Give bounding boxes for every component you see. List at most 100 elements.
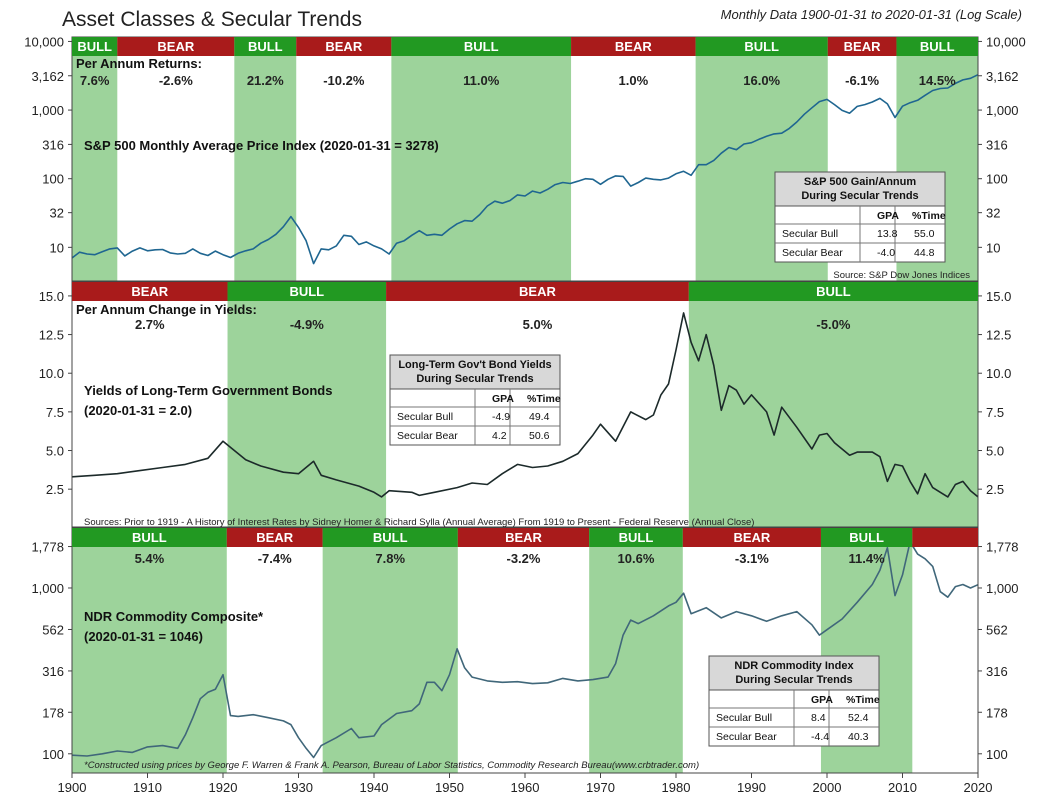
- stats-table-title: During Secular Trends: [416, 373, 533, 385]
- period-return-value: 14.5%: [919, 73, 956, 88]
- x-tick-label: 1920: [209, 780, 238, 795]
- series-label: (2020-01-31 = 1046): [84, 629, 203, 644]
- period-return-value: -6.1%: [845, 73, 879, 88]
- y-tick-label-left: 10: [50, 240, 64, 255]
- stats-table-header: GPA: [811, 694, 833, 706]
- y-tick-label-left: 178: [42, 705, 64, 720]
- stats-table-cell: Secular Bull: [397, 411, 453, 423]
- y-tick-label-left: 12.5: [39, 328, 64, 343]
- source-note: Source: S&P Dow Jones Indices: [833, 270, 970, 281]
- stats-table-title: S&P 500 Gain/Annum: [804, 176, 916, 188]
- y-tick-label-right: 10,000: [986, 34, 1026, 49]
- period-labels-layer: BULL BEAR BULL BEAR BULL BEAR BULL BEAR BULL BEAR…: [72, 37, 978, 547]
- period-label-bar: [682, 528, 821, 547]
- y-tick-label-right: 5.0: [986, 444, 1004, 459]
- period-label: BULL: [744, 39, 779, 54]
- period-return-value: 21.2%: [247, 73, 284, 88]
- period-return-value: -4.9%: [290, 317, 324, 332]
- y-tick-label-right: 2.5: [986, 482, 1004, 497]
- series-line-bonds: [71, 312, 979, 498]
- period-return-value: 5.0%: [523, 317, 553, 332]
- period-return-value: -7.4%: [258, 551, 292, 566]
- series-lines-layer: [71, 73, 979, 759]
- y-tick-label-left: 32: [50, 206, 64, 221]
- y-tick-label-right: 316: [986, 664, 1008, 679]
- stats-table-cell: 44.8: [914, 247, 935, 259]
- stats-table-title-bg: [774, 171, 946, 207]
- period-return-value: 7.6%: [80, 73, 110, 88]
- stats-table-title: Long-Term Gov't Bond Yields: [398, 359, 551, 371]
- stats-table: S&P 500 Gain/Annum During Secular Trends G…: [774, 171, 946, 263]
- period-label-bar: [896, 37, 978, 56]
- y-tick-label-left: 5.0: [46, 444, 64, 459]
- period-label: BEAR: [733, 530, 770, 545]
- stats-table-cell: -4.0: [877, 247, 895, 259]
- period-label: BULL: [816, 284, 851, 299]
- stats-table-header: GPA: [492, 393, 514, 405]
- annotations-layer: 7.6% -2.6% 21.2% -10.2% 11.0% 1.0% 16.0% -6.1% 1…: [76, 56, 970, 771]
- period-label-bar: [820, 528, 913, 547]
- y-tick-label-left: 100: [42, 172, 64, 187]
- period-return-value: 11.0%: [463, 73, 500, 88]
- bull-period-band: [72, 37, 118, 281]
- period-return-value: -5.0%: [816, 317, 850, 332]
- y-tick-label-left: 1,000: [31, 581, 64, 596]
- y-tick-label-left: 2.5: [46, 482, 64, 497]
- y-tick-label-right: 15.0: [986, 289, 1011, 304]
- period-return-value: 1.0%: [619, 73, 649, 88]
- period-label: BULL: [619, 530, 654, 545]
- x-tick-label: 1960: [511, 780, 540, 795]
- y-tick-label-left: 1,778: [31, 540, 64, 555]
- axes-layer: 10 10 32 32 100 100 316 316 1,000 1,000 3,162 3,162…: [24, 34, 1026, 795]
- y-tick-label-left: 7.5: [46, 405, 64, 420]
- y-tick-label-left: 1,000: [31, 103, 64, 118]
- stats-table-cell: -4.4: [811, 731, 829, 743]
- y-tick-label-left: 316: [42, 664, 64, 679]
- period-label-bar: [296, 37, 392, 56]
- returns-heading: Per Annum Returns:: [76, 56, 202, 71]
- period-label: BULL: [77, 39, 112, 54]
- chart-subtitle: Monthly Data 1900-01-31 to 2020-01-31 (L…: [721, 7, 1022, 22]
- series-label: S&P 500 Monthly Average Price Index (202…: [84, 138, 439, 153]
- y-tick-label-right: 562: [986, 622, 1008, 637]
- stats-table-cell: 4.2: [492, 430, 507, 442]
- y-tick-label-right: 100: [986, 172, 1008, 187]
- stats-table-cell: Secular Bull: [716, 712, 772, 724]
- stats-table-cell: 8.4: [811, 712, 826, 724]
- period-label: BULL: [849, 530, 884, 545]
- period-label-bar: [589, 528, 683, 547]
- period-return-value: -2.6%: [159, 73, 193, 88]
- period-return-value: 10.6%: [618, 551, 655, 566]
- stats-table-cell: Secular Bear: [782, 247, 843, 259]
- period-label-bar: [688, 282, 978, 301]
- period-label-bar: [226, 528, 323, 547]
- period-label-bar: [234, 37, 297, 56]
- x-tick-label: 1940: [360, 780, 389, 795]
- period-label: BULL: [248, 39, 283, 54]
- period-label: BEAR: [505, 530, 542, 545]
- stats-table-cell: Secular Bear: [716, 731, 777, 743]
- period-label-bar: [391, 37, 572, 56]
- y-tick-label-right: 10: [986, 240, 1000, 255]
- y-tick-label-right: 3,162: [986, 69, 1019, 84]
- returns-heading: Per Annum Change in Yields:: [76, 302, 257, 317]
- source-note: *Constructed using prices by George F. W…: [84, 760, 699, 771]
- series-label: NDR Commodity Composite*: [84, 609, 264, 624]
- period-label-bar: [571, 37, 696, 56]
- period-label-bar: [912, 528, 978, 547]
- stats-table-cell: 40.3: [848, 731, 869, 743]
- series-line-commodities: [71, 540, 979, 759]
- series-label: Yields of Long-Term Government Bonds: [84, 383, 332, 398]
- y-tick-label-right: 100: [986, 747, 1008, 762]
- period-return-value: 5.4%: [135, 551, 165, 566]
- period-return-value: 11.4%: [849, 551, 886, 566]
- stats-table-header: %Time: [527, 393, 561, 405]
- chart-title: Asset Classes & Secular Trends: [62, 8, 362, 31]
- series-label: (2020-01-31 = 2.0): [84, 403, 192, 418]
- x-tick-label: 2010: [888, 780, 917, 795]
- period-label: BEAR: [131, 284, 168, 299]
- period-label: BEAR: [519, 284, 556, 299]
- y-tick-label-right: 32: [986, 206, 1000, 221]
